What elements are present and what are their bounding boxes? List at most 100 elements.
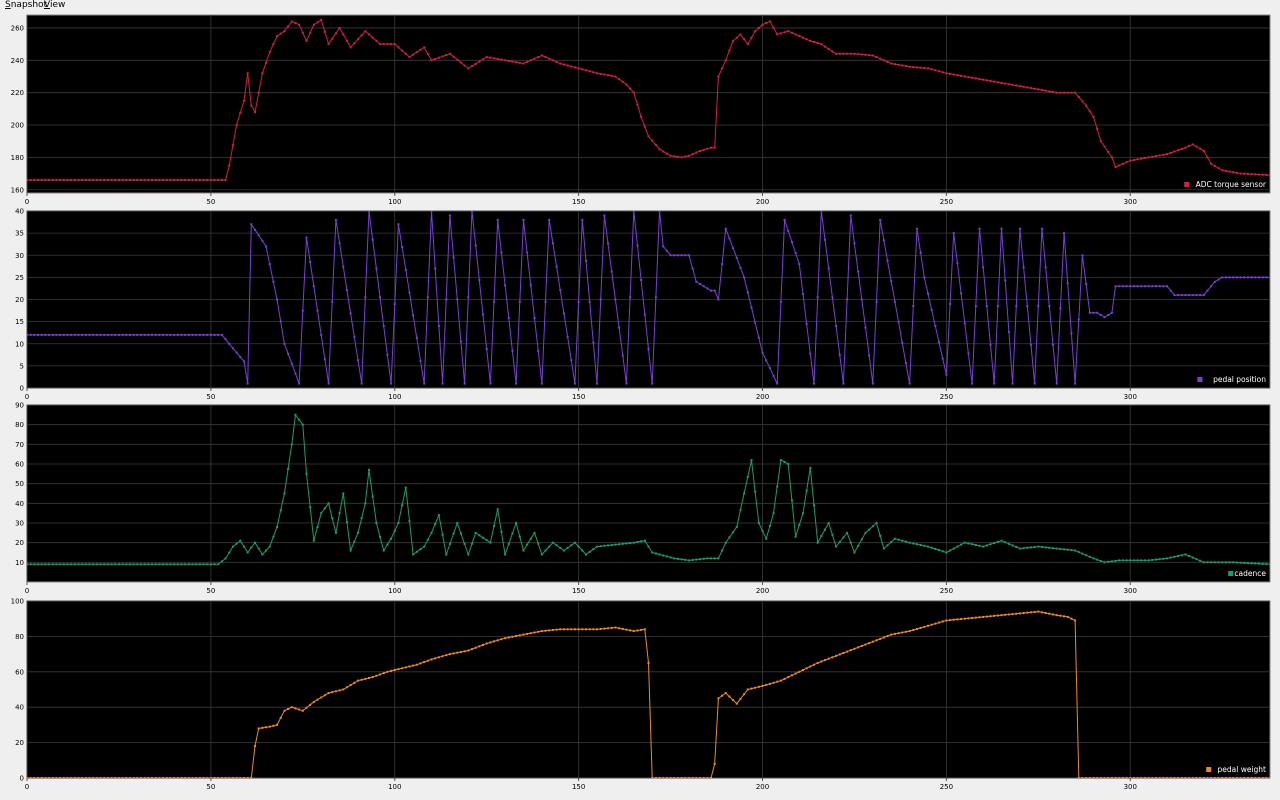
data-point	[55, 179, 58, 182]
data-point	[261, 726, 264, 729]
data-point	[812, 382, 815, 385]
data-point	[673, 155, 676, 158]
data-point	[1217, 278, 1220, 281]
data-point	[632, 630, 635, 633]
data-point	[875, 639, 878, 642]
data-point	[798, 35, 801, 38]
data-point	[1184, 777, 1187, 778]
data-point	[610, 74, 613, 77]
data-point	[1000, 81, 1003, 84]
data-point	[290, 706, 293, 709]
data-point	[676, 777, 679, 778]
data-point	[680, 156, 683, 159]
data-point	[493, 300, 496, 303]
data-point	[382, 672, 385, 675]
menu-view[interactable]: View	[44, 0, 66, 10]
data-point	[967, 352, 970, 355]
data-point	[84, 563, 87, 566]
data-point	[1261, 276, 1264, 279]
data-point	[812, 504, 815, 507]
data-point	[117, 333, 120, 336]
data-point	[316, 309, 319, 312]
data-point	[493, 57, 496, 60]
data-point	[1055, 382, 1058, 385]
data-point	[1173, 294, 1176, 297]
data-point	[147, 179, 150, 182]
data-point	[901, 539, 904, 542]
y-tick-label: 180	[11, 154, 24, 162]
data-point	[1228, 561, 1231, 564]
data-point	[993, 614, 996, 617]
data-point	[849, 214, 852, 217]
data-point	[390, 43, 393, 46]
data-point	[1132, 777, 1135, 778]
data-point	[360, 517, 363, 520]
data-point	[1085, 554, 1088, 557]
data-point	[566, 335, 569, 338]
data-point	[73, 777, 76, 778]
data-point	[154, 179, 157, 182]
data-point	[853, 52, 856, 55]
data-point	[1265, 276, 1268, 279]
legend-swatch	[1206, 767, 1212, 772]
data-point	[401, 504, 404, 507]
data-point	[257, 547, 260, 550]
menu-snapshot[interactable]: Snapshot	[5, 0, 48, 10]
data-point	[1063, 232, 1066, 235]
data-point	[551, 541, 554, 544]
data-point	[559, 628, 562, 631]
data-point	[92, 179, 95, 182]
data-point	[875, 300, 878, 303]
data-point	[1136, 158, 1139, 161]
data-point	[665, 555, 668, 558]
data-point	[305, 472, 308, 475]
data-point	[651, 551, 654, 554]
data-point	[721, 67, 724, 70]
data-point	[1246, 777, 1249, 778]
data-point	[95, 333, 98, 336]
data-point	[1257, 173, 1260, 176]
data-point	[816, 661, 819, 664]
data-point	[1210, 561, 1213, 564]
data-point	[897, 63, 900, 66]
data-point	[231, 144, 234, 147]
data-point	[1033, 610, 1036, 613]
data-point	[1195, 145, 1198, 148]
data-point	[103, 777, 106, 778]
data-point	[154, 333, 157, 336]
data-point	[423, 545, 426, 548]
chart-panel-1: 0 50 100 150 200 250 300 0 5 10 15 20 25 30 35 40 pedal …	[15, 208, 1271, 401]
data-point	[669, 556, 672, 559]
data-point	[706, 777, 709, 778]
data-point	[801, 36, 804, 39]
data-point	[1066, 548, 1069, 551]
data-point	[629, 87, 632, 90]
data-point	[647, 135, 650, 138]
data-point	[1173, 150, 1176, 153]
data-point	[529, 59, 532, 62]
data-point	[978, 616, 981, 619]
data-point	[316, 21, 319, 24]
data-point	[846, 531, 849, 534]
data-point	[412, 53, 415, 56]
data-point	[912, 66, 915, 69]
data-point	[710, 777, 713, 778]
data-point	[658, 553, 661, 556]
data-point	[1129, 159, 1132, 162]
data-point	[974, 544, 977, 547]
data-point	[1132, 285, 1135, 288]
data-point	[537, 542, 540, 545]
data-point	[1125, 161, 1128, 164]
data-point	[581, 628, 584, 631]
data-point	[1085, 283, 1088, 286]
data-point	[662, 554, 665, 557]
data-point	[625, 83, 628, 86]
data-point	[489, 56, 492, 59]
data-point	[1177, 149, 1180, 152]
data-point	[1188, 294, 1191, 297]
data-point	[33, 179, 36, 182]
data-point	[772, 512, 775, 515]
data-point	[364, 30, 367, 33]
data-point	[1033, 545, 1036, 548]
data-point	[338, 242, 341, 245]
